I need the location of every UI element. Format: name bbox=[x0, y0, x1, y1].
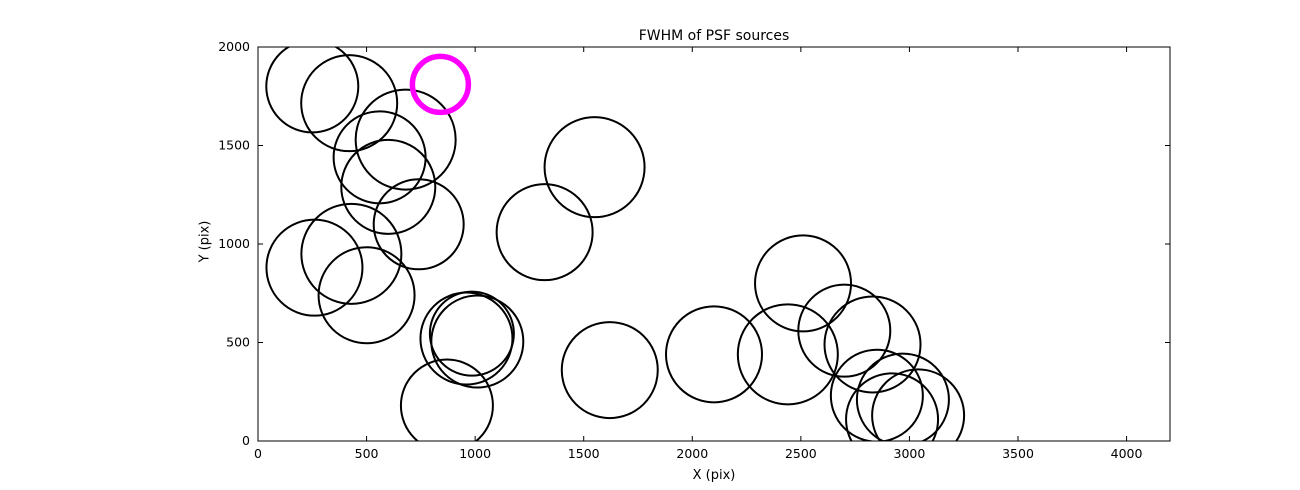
y-tick-label: 2000 bbox=[218, 39, 250, 54]
psf-source-circle bbox=[797, 283, 892, 378]
psf-source-circle bbox=[855, 352, 950, 441]
psf-source-circle bbox=[754, 234, 853, 333]
psf-source-circle bbox=[399, 358, 494, 441]
highlighted-psf-circle bbox=[409, 53, 472, 116]
x-tick-label: 3000 bbox=[894, 446, 926, 461]
psf-source-circle bbox=[419, 291, 514, 386]
psf-source-circle bbox=[300, 54, 399, 153]
psf-source-circle bbox=[354, 88, 457, 191]
psf-source-circle bbox=[560, 321, 659, 420]
psf-source-circle bbox=[543, 116, 646, 219]
axes-frame bbox=[257, 46, 1171, 442]
psf-source-circle bbox=[430, 294, 525, 389]
psf-source-circle bbox=[665, 305, 763, 404]
x-tick-label: 4000 bbox=[1111, 446, 1143, 461]
psf-source-circle bbox=[340, 138, 437, 235]
x-tick-label: 1000 bbox=[459, 446, 491, 461]
x-tick-label: 500 bbox=[355, 446, 379, 461]
y-tick-label: 0 bbox=[242, 433, 250, 448]
y-tick-label: 1000 bbox=[218, 236, 250, 251]
psf-source-circle bbox=[428, 290, 515, 377]
y-tick-label: 500 bbox=[226, 335, 250, 350]
plot-title: FWHM of PSF sources bbox=[638, 28, 790, 44]
y-tick-label: 1500 bbox=[218, 138, 250, 153]
psf-source-circle bbox=[372, 178, 465, 271]
x-tick-label: 2500 bbox=[785, 446, 817, 461]
psf-source-circle bbox=[265, 47, 360, 134]
psf-source-circle bbox=[829, 348, 924, 441]
psf-source-circle bbox=[871, 368, 966, 441]
psf-source-circle bbox=[317, 246, 416, 345]
psf-source-circle bbox=[736, 303, 839, 406]
x-axis-label: X (pix) bbox=[692, 468, 736, 483]
psf-source-circle bbox=[823, 295, 922, 394]
x-tick-label: 1500 bbox=[568, 446, 600, 461]
psf-sources-group bbox=[265, 47, 966, 441]
psf-source-circle bbox=[265, 218, 364, 317]
x-tick-label: 0 bbox=[254, 446, 262, 461]
x-tick-label: 3500 bbox=[1002, 446, 1034, 461]
psf-source-circle bbox=[845, 372, 940, 441]
x-tick-label: 2000 bbox=[676, 446, 708, 461]
psf-source-circle bbox=[300, 202, 403, 305]
psf-source-circle bbox=[495, 183, 594, 282]
